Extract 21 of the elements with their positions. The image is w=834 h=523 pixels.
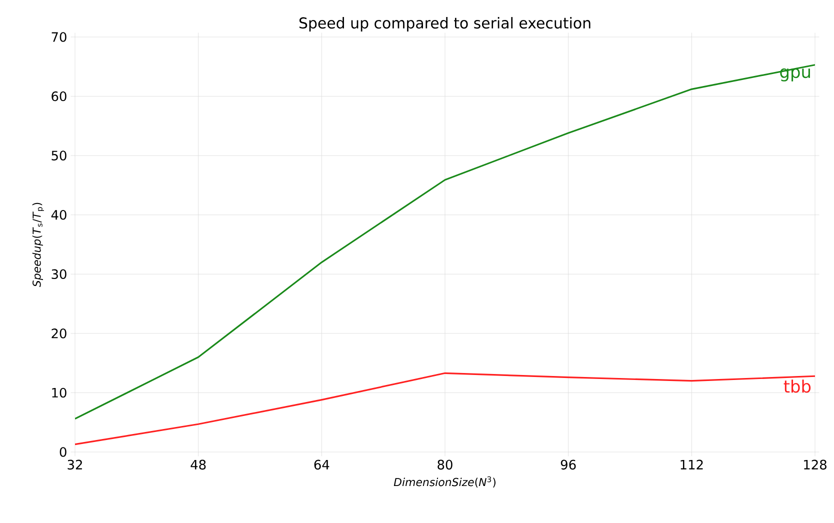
y-tick-label: 30 [52,269,66,280]
chart-title: Speed up compared to serial execution [299,17,590,32]
y-tick-label: 0 [60,447,66,457]
y-axis-title: Speedup(T$_{s}$/T$_{p}$) [32,202,44,288]
x-tick-label: 112 [680,460,703,470]
y-tick-label: 10 [52,388,66,398]
y-tick-label: 50 [52,150,66,160]
y-tick-label: 70 [52,32,66,42]
y-tick-label: 20 [52,328,66,338]
x-tick-label: 80 [438,460,452,470]
y-tick-label: 40 [51,210,66,220]
x-tick-label: 96 [560,460,576,470]
line-series [75,64,815,420]
x-axis-title: DimensionSize(N$^{3}$) [394,476,496,488]
series-label: tbb [784,380,811,393]
line-series [75,372,815,446]
x-tick-label: 48 [190,460,206,470]
y-tick-label: 60 [52,91,66,102]
x-tick-label: 128 [804,460,826,470]
x-tick-label: 32 [68,460,82,470]
x-tick-label: 64 [314,460,330,470]
